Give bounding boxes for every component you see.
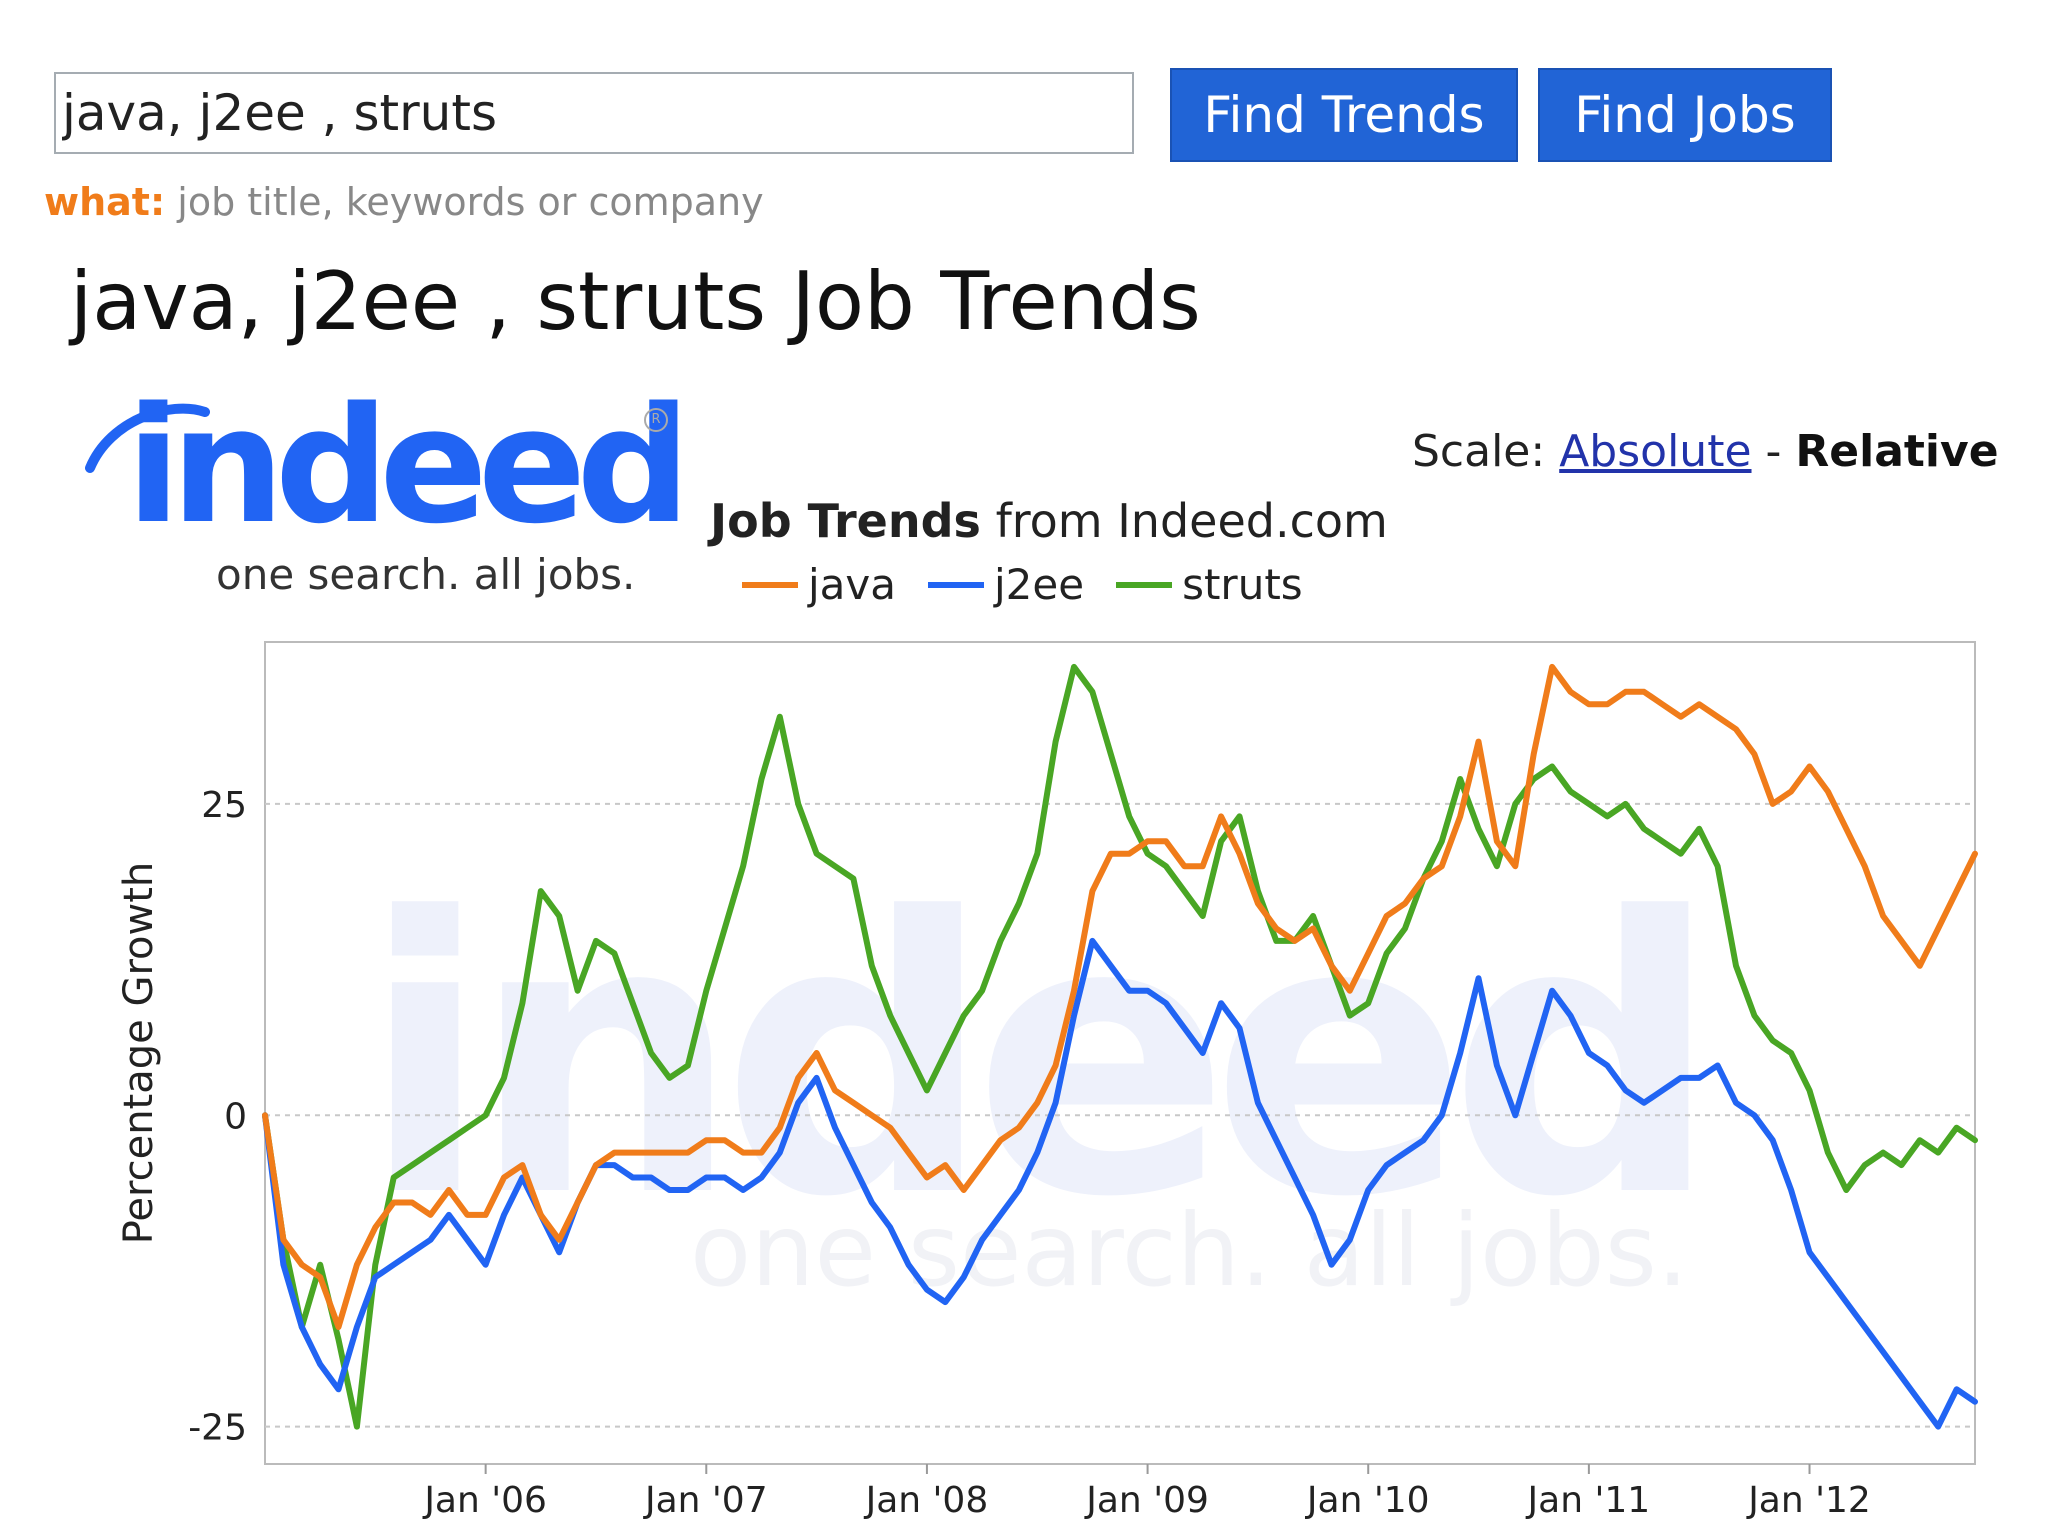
chart-title-bold: Job Trends <box>710 494 981 548</box>
chart-title-rest: from Indeed.com <box>995 494 1388 548</box>
search-input[interactable] <box>54 72 1134 154</box>
scale-separator: - <box>1765 426 1782 477</box>
watermark-tagline: one search. all jobs. <box>690 1192 1689 1309</box>
chart-title: Job Trends from Indeed.com <box>710 494 1388 548</box>
scale-relative-label: Relative <box>1795 426 1999 477</box>
legend-label-j2ee: j2ee <box>994 560 1085 609</box>
series-line-java <box>262 663 1978 1330</box>
chart-legend: java j2ee struts <box>742 560 1335 609</box>
find-jobs-button[interactable]: Find Jobs <box>1538 68 1832 162</box>
logo-swoosh-icon <box>85 403 210 473</box>
x-tick-label: Jan '06 <box>422 1480 547 1521</box>
indeed-logo[interactable]: indeed one search. all jobs. R <box>80 386 691 610</box>
scale-absolute-link[interactable]: Absolute <box>1559 426 1752 477</box>
logo-wordmark: indeed <box>126 372 691 559</box>
x-tick-label: Jan '09 <box>1084 1480 1209 1521</box>
logo-tagline: one search. all jobs. <box>216 550 636 599</box>
legend-swatch-java <box>742 581 798 588</box>
legend-swatch-j2ee <box>928 581 984 588</box>
y-tick-label: 0 <box>224 1096 247 1137</box>
series-line-j2ee <box>262 937 1978 1430</box>
scale-switch: Scale: Absolute - Relative <box>1412 426 1999 477</box>
legend-item-java: java <box>742 560 896 609</box>
registered-icon: R <box>644 408 668 432</box>
legend-item-j2ee: j2ee <box>928 560 1084 609</box>
page-title: java, j2ee , struts Job Trends <box>70 255 1201 348</box>
series-line-struts <box>262 663 1978 1430</box>
plot-area <box>264 641 1976 1465</box>
legend-item-struts: struts <box>1116 560 1303 609</box>
x-tick-label: Jan '12 <box>1746 1480 1871 1521</box>
y-tick-label: -25 <box>188 1408 247 1449</box>
search-hint: what: job title, keywords or company <box>44 180 764 224</box>
x-tick-label: Jan '11 <box>1526 1480 1651 1521</box>
x-tick-label: Jan '08 <box>864 1480 989 1521</box>
legend-label-struts: struts <box>1182 560 1303 609</box>
x-tick-label: Jan '07 <box>643 1480 768 1521</box>
legend-label-java: java <box>808 560 896 609</box>
x-tick-label: Jan '10 <box>1305 1480 1430 1521</box>
y-axis-label: Percentage Growth <box>116 862 162 1245</box>
hint-text: job title, keywords or company <box>177 180 764 224</box>
scale-label: Scale: <box>1412 426 1546 477</box>
find-trends-button[interactable]: Find Trends <box>1170 68 1518 162</box>
y-tick-label: 25 <box>201 785 247 826</box>
legend-swatch-struts <box>1116 581 1173 588</box>
hint-label: what: <box>44 180 166 224</box>
